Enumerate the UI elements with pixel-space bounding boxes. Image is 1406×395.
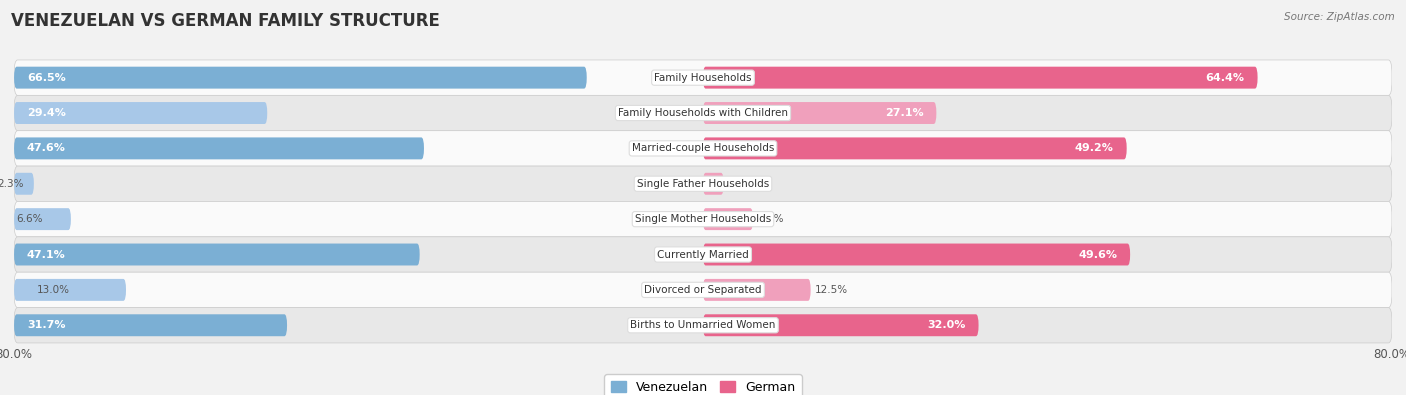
Text: Single Father Households: Single Father Households	[637, 179, 769, 189]
FancyBboxPatch shape	[703, 137, 1126, 159]
Text: 47.6%: 47.6%	[27, 143, 66, 153]
Text: 49.2%: 49.2%	[1076, 143, 1114, 153]
FancyBboxPatch shape	[14, 308, 1392, 343]
FancyBboxPatch shape	[14, 67, 586, 88]
FancyBboxPatch shape	[14, 208, 70, 230]
FancyBboxPatch shape	[703, 173, 724, 195]
FancyBboxPatch shape	[14, 314, 287, 336]
FancyBboxPatch shape	[14, 60, 1392, 95]
Text: 6.6%: 6.6%	[15, 214, 42, 224]
Text: VENEZUELAN VS GERMAN FAMILY STRUCTURE: VENEZUELAN VS GERMAN FAMILY STRUCTURE	[11, 12, 440, 30]
FancyBboxPatch shape	[14, 237, 1392, 272]
Text: Single Mother Households: Single Mother Households	[636, 214, 770, 224]
Text: Divorced or Separated: Divorced or Separated	[644, 285, 762, 295]
FancyBboxPatch shape	[703, 279, 811, 301]
Text: Source: ZipAtlas.com: Source: ZipAtlas.com	[1284, 12, 1395, 22]
Text: Family Households: Family Households	[654, 73, 752, 83]
FancyBboxPatch shape	[14, 272, 1392, 308]
Text: 29.4%: 29.4%	[27, 108, 66, 118]
FancyBboxPatch shape	[14, 95, 1392, 131]
Text: Births to Unmarried Women: Births to Unmarried Women	[630, 320, 776, 330]
FancyBboxPatch shape	[14, 131, 1392, 166]
Text: 27.1%: 27.1%	[884, 108, 924, 118]
Text: 66.5%: 66.5%	[27, 73, 66, 83]
Text: 13.0%: 13.0%	[37, 285, 70, 295]
FancyBboxPatch shape	[14, 137, 425, 159]
FancyBboxPatch shape	[703, 67, 1257, 88]
Text: Currently Married: Currently Married	[657, 250, 749, 260]
FancyBboxPatch shape	[14, 166, 1392, 201]
Legend: Venezuelan, German: Venezuelan, German	[605, 374, 801, 395]
FancyBboxPatch shape	[14, 244, 419, 265]
Text: 5.8%: 5.8%	[758, 214, 783, 224]
Text: 32.0%: 32.0%	[928, 320, 966, 330]
Text: Family Households with Children: Family Households with Children	[619, 108, 787, 118]
FancyBboxPatch shape	[703, 244, 1130, 265]
Text: 31.7%: 31.7%	[27, 320, 66, 330]
FancyBboxPatch shape	[703, 208, 754, 230]
Text: Married-couple Households: Married-couple Households	[631, 143, 775, 153]
FancyBboxPatch shape	[703, 314, 979, 336]
Text: 2.3%: 2.3%	[0, 179, 24, 189]
FancyBboxPatch shape	[14, 201, 1392, 237]
Text: 47.1%: 47.1%	[27, 250, 66, 260]
FancyBboxPatch shape	[14, 279, 127, 301]
FancyBboxPatch shape	[703, 102, 936, 124]
Text: 64.4%: 64.4%	[1206, 73, 1244, 83]
FancyBboxPatch shape	[14, 173, 34, 195]
Text: 2.4%: 2.4%	[728, 179, 755, 189]
Text: 49.6%: 49.6%	[1078, 250, 1118, 260]
Text: 12.5%: 12.5%	[815, 285, 848, 295]
FancyBboxPatch shape	[14, 102, 267, 124]
